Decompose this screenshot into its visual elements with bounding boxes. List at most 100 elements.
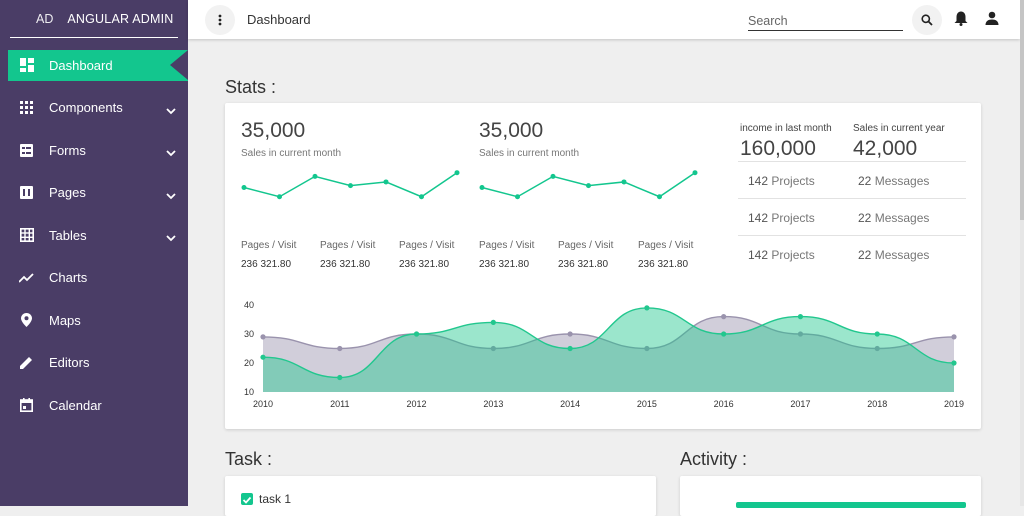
data-point <box>721 314 727 320</box>
data-point <box>874 345 880 352</box>
stats-card <box>225 103 981 429</box>
messages-count: 22 <box>858 248 872 262</box>
active-highlight <box>8 50 178 81</box>
brand[interactable]: AD ANGULAR ADMIN <box>10 0 178 38</box>
sidebar-item-label: Dashboard <box>49 57 113 73</box>
data-point <box>644 345 650 352</box>
sparkline-point <box>312 173 318 179</box>
area-fill-1 <box>263 316 954 392</box>
messages-text: 22 Messages <box>858 174 929 188</box>
stat-value: 35,000 <box>241 119 306 142</box>
chevron-down-icon <box>166 188 176 203</box>
sparkline-point <box>348 183 353 189</box>
data-point <box>644 305 650 311</box>
sparkline-point <box>454 170 460 176</box>
data-point <box>567 331 573 337</box>
projects-label: Projects <box>771 174 815 188</box>
projects-text: 142 Projects <box>748 248 815 262</box>
metric-label: Pages / Visit <box>638 240 694 251</box>
pencil-icon <box>19 355 34 370</box>
brand-abbr: AD <box>36 11 54 26</box>
task-label: task 1 <box>259 492 292 506</box>
messages-count: 22 <box>858 211 872 225</box>
sparkline-point <box>550 173 556 179</box>
map-pin-icon <box>19 313 34 328</box>
metric-label: Pages / Visit <box>558 240 614 251</box>
sidebar-item-charts[interactable]: Charts <box>0 257 188 300</box>
calendar-icon <box>19 398 34 413</box>
chart-icon <box>19 270 34 285</box>
sparkline-point <box>383 179 389 185</box>
area-line-1 <box>262 315 955 350</box>
income-value: 160,000 <box>740 137 816 160</box>
data-point <box>260 334 266 340</box>
sidebar-item-maps[interactable]: Maps <box>0 299 188 342</box>
area-line-2 <box>262 307 955 379</box>
sidebar-item-pages[interactable]: Pages <box>0 172 188 215</box>
data-point <box>260 354 266 360</box>
chevron-down-icon <box>166 103 176 118</box>
projects-text: 142 Projects <box>748 211 815 225</box>
sidebar-item-label: Forms <box>49 142 86 158</box>
bell-icon[interactable] <box>954 11 968 31</box>
sparkline-point <box>621 179 627 185</box>
messages-label: Messages <box>874 248 930 262</box>
messages-text: 22 Messages <box>858 211 929 225</box>
sidebar-item-forms[interactable]: Forms <box>0 129 188 172</box>
search-input[interactable] <box>748 11 903 31</box>
y-tick-label: 10 <box>244 387 254 397</box>
sidebar-item-label: Calendar <box>49 397 102 413</box>
data-point <box>797 314 804 320</box>
data-point <box>567 345 573 352</box>
sparkline-point <box>241 185 247 190</box>
task-heading: Task : <box>225 449 273 469</box>
sidebar-item-components[interactable]: Components <box>0 87 188 130</box>
scrollbar-thumb[interactable] <box>1020 0 1024 220</box>
breadcrumb: Dashboard <box>247 12 311 27</box>
projects-count: 142 <box>748 211 769 225</box>
area-chart: 10 20 30 40 2010 2011 2012 2013 2014 2015 2016 2017… <box>244 300 964 409</box>
metric-value: 236 321.80 <box>241 259 292 270</box>
data-point <box>337 374 343 381</box>
topbar: Dashboard <box>188 0 1020 39</box>
x-tick-label: 2012 <box>407 399 427 409</box>
sparkline-point <box>277 194 282 200</box>
stat-label: Sales in current month <box>241 148 342 159</box>
search-button[interactable] <box>912 5 942 35</box>
x-tick-label: 2010 <box>253 399 273 409</box>
chevron-down-icon <box>166 145 176 160</box>
sidebar-item-tables[interactable]: Tables <box>0 214 188 257</box>
sidebar-item-dashboard[interactable]: Dashboard <box>0 44 188 87</box>
search-icon <box>921 14 933 26</box>
metric-label: Pages / Visit <box>399 240 455 251</box>
sidebar-item-label: Maps <box>49 312 81 328</box>
activity-heading: Activity : <box>680 449 748 469</box>
area-fill-2 <box>263 307 954 392</box>
projects-count: 142 <box>748 174 769 188</box>
data-point <box>797 331 804 337</box>
metric-value: 236 321.80 <box>320 259 371 270</box>
sidebar-item-calendar[interactable]: Calendar <box>0 384 188 427</box>
metric-label: Pages / Visit <box>320 240 376 251</box>
task-checkbox[interactable] <box>241 493 253 505</box>
data-point <box>951 360 957 366</box>
data-point <box>413 331 420 337</box>
sidebar-item-editors[interactable]: Editors <box>0 342 188 385</box>
page-scrollbar[interactable] <box>1020 0 1024 506</box>
activity-bar <box>736 502 966 508</box>
menu-toggle-button[interactable] <box>205 5 235 35</box>
user-icon[interactable] <box>985 11 999 30</box>
summary-row: 142 Projects 22 Messages <box>738 235 966 271</box>
table-icon <box>19 228 34 243</box>
sparkline-point <box>657 194 662 200</box>
activity-card <box>680 476 981 516</box>
grid-icon <box>19 100 34 115</box>
active-notch <box>170 50 188 80</box>
projects-count: 142 <box>748 248 769 262</box>
messages-label: Messages <box>874 211 930 225</box>
data-point <box>337 345 343 352</box>
metric-value: 236 321.80 <box>558 259 609 270</box>
metric-label: Pages / Visit <box>479 240 535 251</box>
messages-label: Messages <box>874 174 930 188</box>
x-tick-label: 2018 <box>867 399 887 409</box>
